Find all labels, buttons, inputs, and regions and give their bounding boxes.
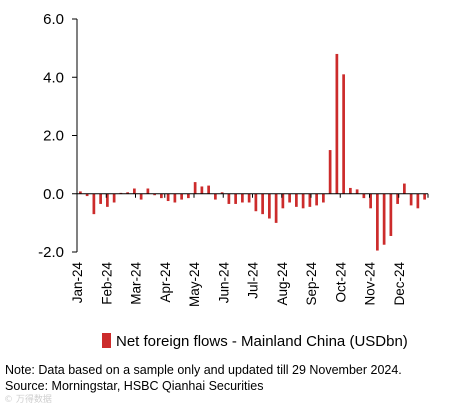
bar	[153, 193, 156, 196]
bar	[362, 193, 366, 199]
x-tick-label: Feb-24	[99, 262, 114, 305]
bars	[79, 53, 426, 251]
bar	[254, 193, 258, 212]
bar	[166, 193, 170, 202]
bar	[214, 193, 217, 200]
bar	[261, 193, 264, 215]
y-tick-label: 4.0	[43, 69, 64, 86]
x-tick-label: Jun-24	[216, 262, 231, 304]
bar	[112, 193, 116, 203]
bar	[396, 193, 399, 204]
bar	[126, 192, 129, 194]
bar	[274, 193, 278, 223]
bar	[234, 193, 237, 204]
bar	[268, 193, 271, 219]
footnote: Note: Data based on a sample only and up…	[5, 363, 402, 377]
bar	[355, 189, 359, 194]
bar	[160, 193, 163, 199]
y-tick-label: 0.0	[43, 186, 64, 203]
legend-label: Net foreign flows - Mainland China (USDb…	[116, 333, 408, 350]
bar	[193, 182, 197, 194]
bar	[369, 193, 372, 209]
x-tick-label: Oct-24	[333, 262, 348, 303]
bar	[180, 193, 183, 200]
x-tick-label: Jul-24	[246, 262, 261, 299]
bar	[133, 188, 136, 194]
bar	[281, 193, 285, 209]
x-tick-label: Aug-24	[275, 262, 290, 306]
legend: Net foreign flows - Mainland China (USDb…	[102, 333, 408, 350]
bar	[342, 74, 345, 194]
watermark: © 万得数据	[4, 395, 52, 405]
bar	[403, 183, 406, 194]
x-tick-label: Sep-24	[304, 262, 319, 306]
bar	[146, 188, 150, 194]
bar	[376, 193, 379, 251]
bar	[423, 193, 426, 200]
x-tick-label: Apr-24	[158, 262, 173, 303]
y-tick-label: -2.0	[38, 244, 64, 261]
bar	[295, 193, 298, 207]
bar	[315, 193, 318, 206]
bar	[85, 193, 89, 197]
bar	[187, 193, 190, 199]
bar	[106, 193, 109, 207]
source-note: Source: Morningstar, HSBC Qianhai Securi…	[5, 379, 264, 393]
bar	[389, 193, 393, 236]
bar	[79, 191, 82, 194]
bar	[99, 193, 102, 204]
bar	[227, 193, 231, 204]
bar	[288, 193, 291, 203]
bar	[207, 185, 210, 194]
x-tick-label: Dec-24	[392, 262, 407, 306]
y-axis: -2.0 0.0 2.0 4.0 6.0	[38, 11, 78, 261]
bar	[92, 193, 96, 215]
bar	[308, 193, 312, 207]
bar	[328, 150, 332, 194]
bar	[220, 192, 224, 194]
x-tick-label: Mar-24	[129, 262, 144, 305]
x-tick-label: May-24	[187, 262, 202, 308]
bar	[382, 193, 386, 245]
bar	[241, 193, 244, 203]
bar	[322, 193, 325, 203]
bar	[139, 193, 143, 200]
x-tick-label: Nov-24	[363, 262, 378, 306]
bar	[247, 193, 251, 203]
x-axis: Jan-24 Feb-24 Mar-24 Apr-24 May-24 Jun-24 Jul-…	[70, 193, 429, 308]
bar	[409, 193, 413, 206]
bar	[301, 193, 305, 209]
bar	[349, 187, 352, 194]
x-tick-label: Jan-24	[70, 262, 85, 304]
legend-swatch	[102, 333, 111, 348]
bar	[173, 193, 177, 203]
y-tick-label: 6.0	[43, 11, 64, 28]
y-tick-label: 2.0	[43, 128, 64, 145]
bar	[416, 193, 420, 209]
bar	[200, 186, 204, 194]
bar	[335, 53, 339, 194]
